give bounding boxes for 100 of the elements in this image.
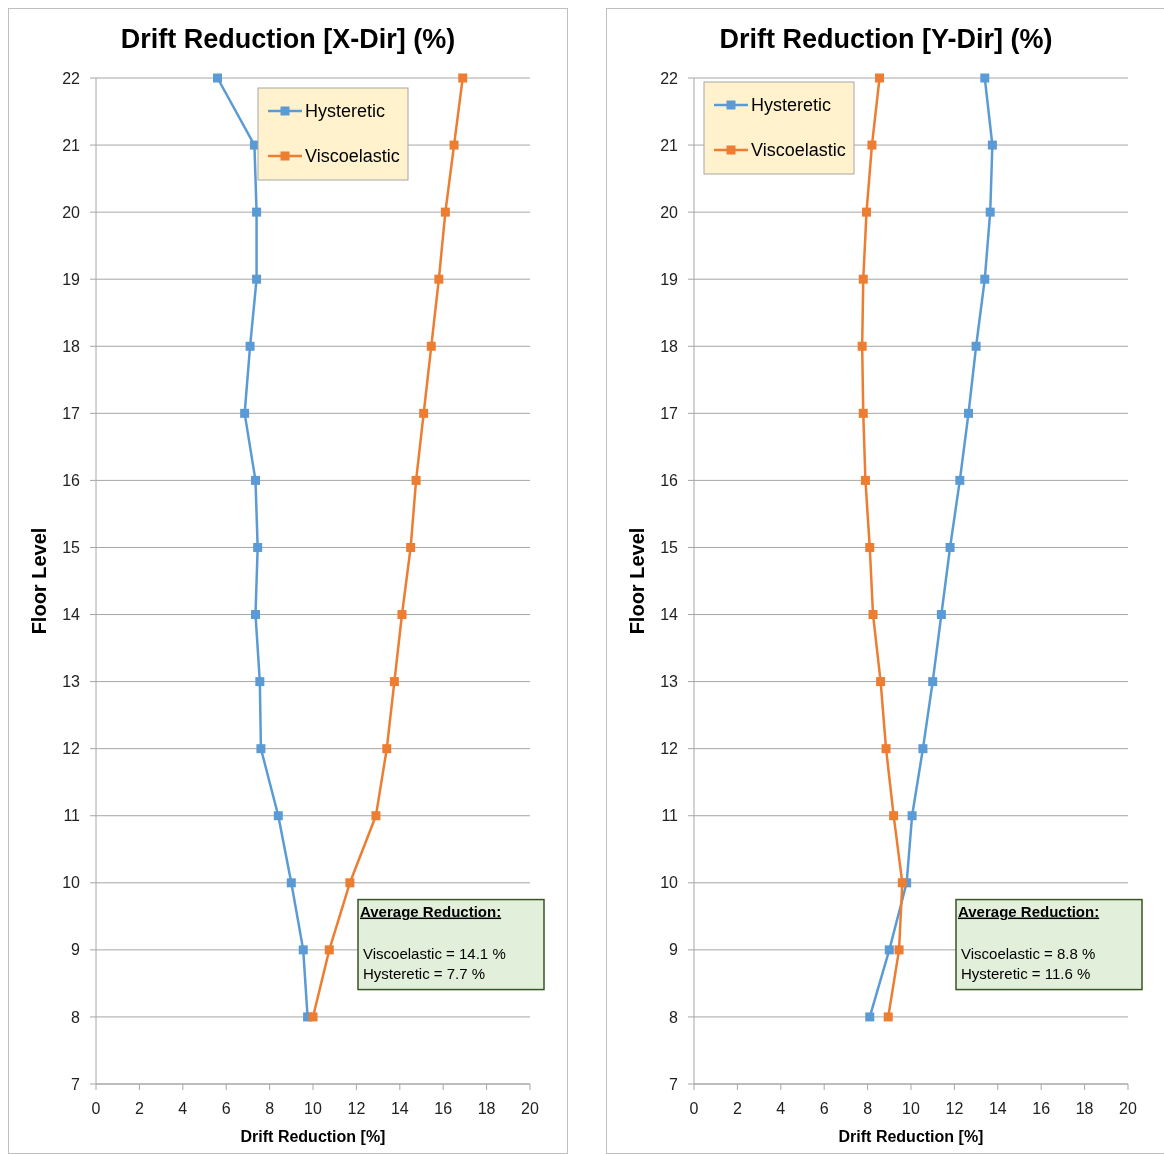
y-tick-label: 12 (660, 740, 679, 758)
point (458, 73, 468, 83)
x-tick-label: 8 (863, 1100, 873, 1117)
point (411, 475, 421, 485)
y-tick-label: 17 (62, 404, 81, 422)
y-axis-title: Floor Level (626, 527, 648, 635)
point (980, 73, 990, 83)
point (273, 811, 283, 821)
point (449, 140, 459, 150)
y-tick-label: 7 (71, 1075, 81, 1093)
point (324, 945, 334, 955)
x-tick-label: 14 (988, 1100, 1007, 1117)
point (419, 408, 429, 418)
y-tick-label: 17 (660, 404, 679, 422)
point (858, 408, 868, 418)
point (252, 207, 262, 217)
annotation: Hysteretic = 11.6 % (961, 964, 1091, 982)
x-tick-label: 0 (689, 1100, 699, 1117)
point (936, 610, 946, 620)
point (252, 274, 262, 284)
y-tick-label: 22 (660, 69, 679, 87)
point (213, 73, 223, 83)
y-tick-label: 16 (660, 472, 679, 489)
y-tick-label: 15 (62, 539, 81, 557)
point (985, 207, 995, 217)
point (406, 542, 416, 552)
y-tick-label: 18 (62, 337, 81, 355)
y-tick-label: 16 (62, 472, 81, 489)
point (945, 542, 955, 552)
point (865, 1012, 875, 1022)
y-tick-label: 8 (669, 1008, 679, 1026)
x-tick-label: 6 (221, 1100, 231, 1117)
point (876, 677, 886, 687)
point (389, 677, 399, 687)
y-tick-label: 15 (660, 539, 679, 557)
point (250, 610, 260, 620)
point (883, 1012, 893, 1022)
x-tick-label: 12 (347, 1100, 366, 1117)
x-tick-label: 4 (776, 1100, 786, 1117)
point (907, 811, 917, 821)
x-tick-label: 10 (304, 1100, 322, 1117)
point (971, 341, 981, 351)
point (875, 73, 885, 83)
point (308, 1012, 318, 1022)
y-tick-label: 9 (71, 941, 81, 959)
y-tick-label: 12 (62, 740, 81, 758)
y-tick-label: 19 (660, 270, 679, 288)
point (345, 878, 355, 888)
point (868, 610, 878, 620)
y-tick-label: 22 (62, 69, 81, 87)
point (918, 744, 928, 754)
x-tick-label: 16 (1032, 1100, 1051, 1117)
y-tick-label: 11 (661, 807, 679, 825)
point (382, 744, 392, 754)
point (256, 744, 266, 754)
legend-label: Hysteretic (305, 101, 386, 122)
x-tick-label: 0 (91, 1100, 101, 1117)
point (858, 274, 868, 284)
annotation: Hysteretic = 7.7 % (363, 964, 486, 982)
annotation: Viscoelastic = 14.1 % (363, 944, 506, 962)
annotation: Average Reduction: (958, 902, 1100, 920)
point (865, 542, 875, 552)
x-tick-label: 16 (434, 1100, 453, 1117)
x-tick-label: 18 (477, 1100, 496, 1117)
point (980, 274, 990, 284)
chart-title: Drift Reduction [X-Dir] (%) (120, 24, 456, 54)
y-tick-label: 18 (660, 337, 679, 355)
x-axis-title: Drift Reduction [%] (838, 1128, 984, 1145)
y-tick-label: 14 (660, 606, 679, 624)
legend-label: Hysteretic (751, 95, 832, 116)
y-tick-label: 20 (62, 203, 81, 221)
legend-label: Viscoelastic (305, 146, 400, 167)
point (889, 811, 899, 821)
x-axis-title: Drift Reduction [%] (240, 1128, 386, 1145)
point (298, 945, 308, 955)
point (857, 341, 867, 351)
point (860, 475, 870, 485)
y-tick-label: 13 (660, 673, 679, 691)
annotation: Average Reduction: (360, 902, 502, 920)
point (434, 274, 444, 284)
y-tick-label: 9 (669, 941, 679, 959)
point (894, 945, 904, 955)
point (884, 945, 894, 955)
point (426, 341, 436, 351)
point (964, 408, 974, 418)
point (897, 878, 907, 888)
y-tick-label: 19 (62, 270, 81, 288)
point (371, 811, 381, 821)
point (862, 207, 872, 217)
annotation: Viscoelastic = 8.8 % (961, 944, 1096, 962)
point (253, 542, 263, 552)
x-tick-label: 18 (1075, 1100, 1094, 1117)
x-tick-label: 10 (902, 1100, 920, 1117)
point (245, 341, 255, 351)
point (250, 475, 260, 485)
x-tick-label: 20 (521, 1100, 539, 1117)
point (987, 140, 997, 150)
point (881, 744, 891, 754)
y-tick-label: 11 (63, 807, 81, 825)
point (928, 677, 938, 687)
